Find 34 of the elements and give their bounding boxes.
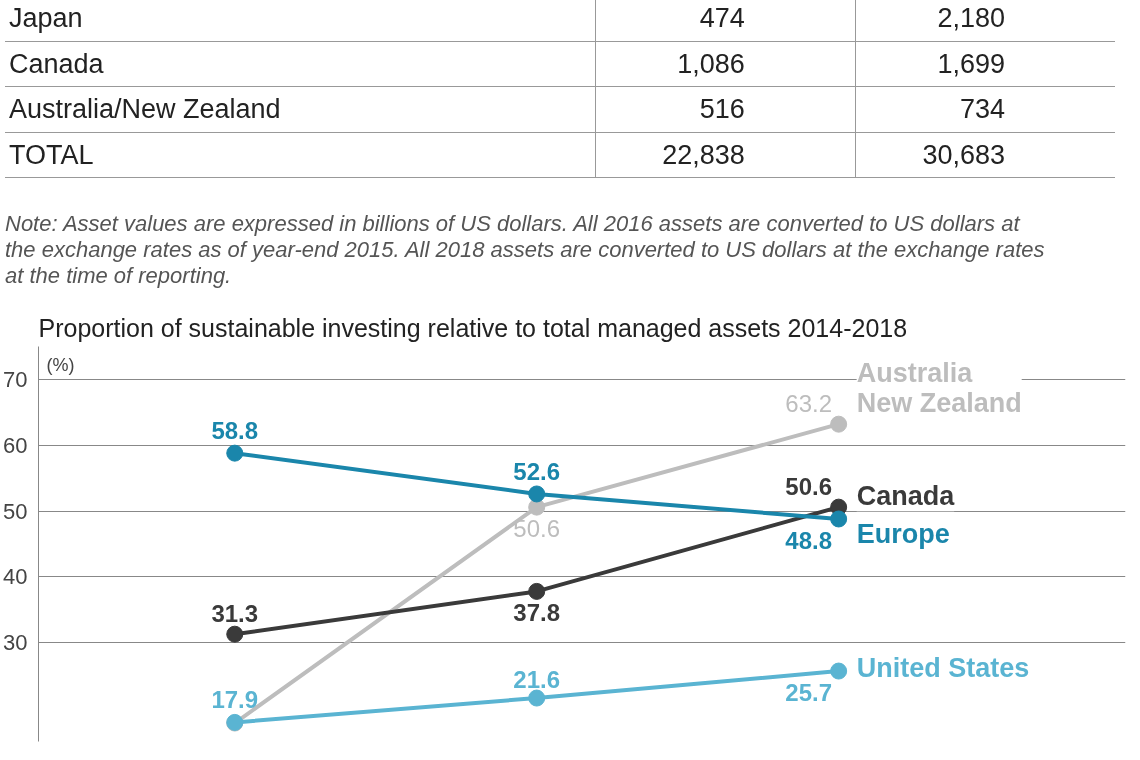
point: [830, 415, 848, 433]
data-label: 48.8: [785, 526, 833, 554]
text: Canada 1,086 1,699: [9, 48, 1005, 79]
y-axis-title: (%): [46, 355, 75, 376]
data-label: 58.8: [211, 417, 259, 445]
point: [830, 662, 848, 680]
y-tick-label: 60: [3, 432, 28, 458]
data-label: 25.7: [785, 679, 833, 707]
text: TOTAL 22,838 30,683: [9, 139, 1005, 170]
series-label: Australia New Zealand: [856, 358, 1022, 419]
point: [528, 485, 546, 503]
point: [830, 510, 848, 528]
text: Australia/New Zealand 516 734: [9, 94, 1005, 125]
point: [528, 582, 546, 600]
data-label: 50.6: [785, 473, 833, 501]
data-label: 31.3: [211, 600, 259, 628]
chart-title: Proportion of sustainable investing relative to total managed assets 2014-2018: [38, 313, 908, 342]
series-label: Canada: [856, 481, 956, 512]
series-label: United States: [856, 653, 1030, 684]
text: Note: Asset values are expressed in billions of US dollars. All 2016 assets are converted to US dollars at the exchange rates as of year-end 2015. All 2018 assets are converted to US dollars at the exchange rates at the time of reporting.: [5, 211, 1046, 289]
data-label: 37.8: [513, 599, 561, 627]
data-label: 52.6: [513, 457, 561, 485]
y-tick-label: 50: [3, 498, 28, 524]
point: [226, 625, 244, 643]
data-label: 17.9: [211, 686, 259, 714]
data-label: 63.2: [785, 390, 833, 418]
y-tick-label: 70: [3, 366, 28, 392]
point: [528, 689, 546, 707]
point: [226, 444, 244, 462]
y-tick-label: 30: [3, 630, 28, 656]
data-label: 21.6: [513, 666, 561, 694]
series-label: Europe: [856, 518, 950, 549]
text: Japan 474 2,180: [9, 3, 1005, 33]
y-tick-label: 40: [3, 564, 28, 590]
